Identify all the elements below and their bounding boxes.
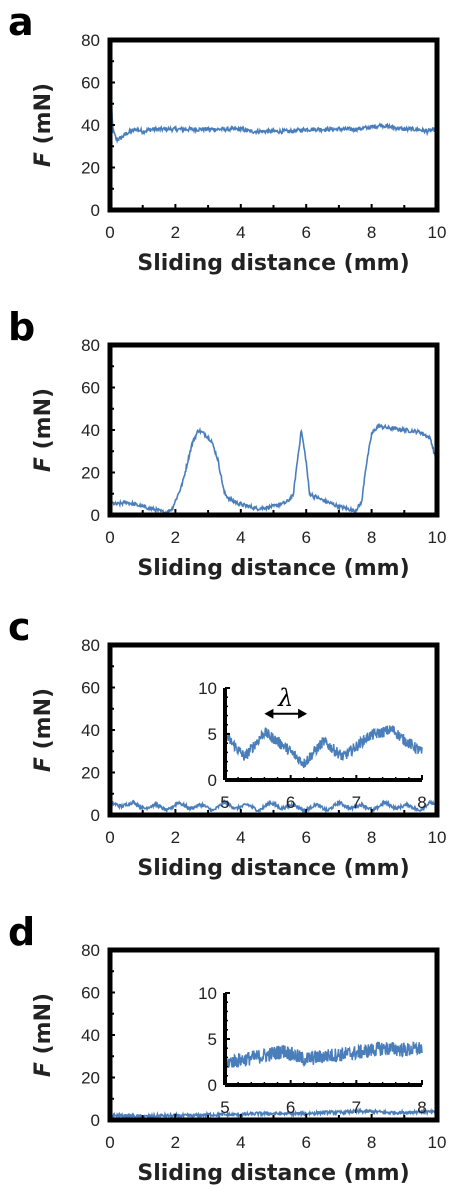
inset-y-tick-label: 5	[208, 1030, 217, 1049]
data-series-line	[109, 422, 438, 518]
y-axis-unit: (mN)	[31, 388, 56, 457]
panel-label: c	[8, 605, 31, 649]
panel-label: d	[8, 910, 35, 954]
y-axis-unit: (mN)	[31, 993, 56, 1062]
inset-x-tick-label: 5	[220, 793, 229, 812]
inset-x-tick-label: 7	[352, 1098, 361, 1117]
y-tick-label: 60	[81, 74, 100, 93]
inset-data-line	[224, 725, 423, 769]
arrowhead-left	[264, 708, 274, 719]
inset-x-tick-label: 5	[220, 1098, 229, 1117]
inset-y-tick-label: 10	[198, 679, 217, 698]
x-tick-label: 8	[367, 828, 376, 847]
x-axis-label: Sliding distance (mm)	[137, 556, 409, 581]
x-tick-label: 4	[236, 528, 245, 547]
x-tick-label: 2	[171, 1133, 180, 1152]
x-tick-label: 0	[105, 828, 114, 847]
wavelength-label: λ	[277, 684, 293, 712]
panel-a: a 0 20 40 60 80 0 2 4 6 8 10 Sliding distance (mm) F …	[8, 0, 446, 276]
x-tick-label: 6	[301, 828, 310, 847]
x-tick-label: 2	[171, 828, 180, 847]
y-tick-label: 40	[81, 1026, 100, 1045]
y-tick-label: 60	[81, 379, 100, 398]
x-axis-label: Sliding distance (mm)	[137, 856, 409, 881]
y-tick-label: 0	[91, 506, 100, 525]
panel-b: b 0 20 40 60 80 0 2 4 6 8 10 Sliding distance (mm) F …	[8, 305, 446, 581]
y-axis-label: F (mN)	[31, 688, 56, 772]
inset-x-tick-label: 6	[286, 793, 295, 812]
x-tick-label: 8	[367, 1133, 376, 1152]
inset-x-tick-label: 6	[286, 1098, 295, 1117]
y-axis-variable: F	[31, 757, 56, 772]
arrowhead-right	[298, 708, 308, 719]
inset-x-tick-label: 7	[352, 793, 361, 812]
inset-y-tick-label: 0	[208, 771, 217, 790]
y-tick-label: 40	[81, 116, 100, 135]
y-tick-label: 0	[91, 1111, 100, 1130]
x-axis-label: Sliding distance (mm)	[137, 1161, 409, 1186]
inset-x-tick-label: 8	[417, 1098, 426, 1117]
y-axis-unit: (mN)	[31, 688, 56, 757]
y-tick-label: 20	[81, 464, 100, 483]
x-tick-label: 8	[367, 223, 376, 242]
y-tick-label: 80	[81, 31, 100, 50]
data-series-line	[109, 1107, 438, 1121]
inset-x-tick-label: 8	[417, 793, 426, 812]
x-tick-label: 0	[105, 528, 114, 547]
data-series-line	[109, 798, 438, 815]
y-tick-label: 60	[81, 679, 100, 698]
x-tick-label: 10	[428, 828, 447, 847]
y-tick-label: 0	[91, 201, 100, 220]
x-tick-label: 6	[301, 528, 310, 547]
y-tick-label: 60	[81, 984, 100, 1003]
x-tick-label: 0	[105, 223, 114, 242]
inset-y-tick-label: 5	[208, 725, 217, 744]
plot-frame	[107, 947, 440, 1123]
y-tick-label: 80	[81, 336, 100, 355]
y-axis-variable: F	[31, 457, 56, 472]
x-tick-label: 4	[236, 828, 245, 847]
inset-y-tick-label: 0	[208, 1076, 217, 1095]
panel-label: a	[8, 0, 34, 44]
x-tick-label: 4	[236, 223, 245, 242]
x-tick-label: 10	[428, 528, 447, 547]
y-tick-label: 20	[81, 1069, 100, 1088]
x-tick-label: 10	[428, 223, 447, 242]
y-tick-label: 0	[91, 806, 100, 825]
y-axis-label: F (mN)	[31, 83, 56, 167]
x-tick-label: 6	[301, 223, 310, 242]
y-axis-variable: F	[31, 1062, 56, 1077]
y-tick-label: 40	[81, 721, 100, 740]
y-tick-label: 40	[81, 421, 100, 440]
x-tick-label: 2	[171, 528, 180, 547]
x-tick-label: 4	[236, 1133, 245, 1152]
y-tick-label: 20	[81, 764, 100, 783]
y-tick-label: 80	[81, 941, 100, 960]
inset-y-tick-label: 10	[198, 984, 217, 1003]
x-tick-label: 8	[367, 528, 376, 547]
data-series-line	[109, 85, 438, 199]
y-axis-label: F (mN)	[31, 388, 56, 472]
inset-data-line	[224, 1041, 423, 1076]
y-axis-variable: F	[31, 152, 56, 167]
y-axis-label: F (mN)	[31, 993, 56, 1077]
x-axis-label: Sliding distance (mm)	[137, 251, 409, 276]
x-tick-label: 0	[105, 1133, 114, 1152]
x-tick-label: 10	[428, 1133, 447, 1152]
y-tick-label: 80	[81, 636, 100, 655]
y-tick-label: 20	[81, 159, 100, 178]
y-axis-unit: (mN)	[31, 83, 56, 152]
plot-frame	[107, 342, 440, 518]
x-tick-label: 2	[171, 223, 180, 242]
x-tick-label: 6	[301, 1133, 310, 1152]
panel-label: b	[8, 305, 35, 349]
